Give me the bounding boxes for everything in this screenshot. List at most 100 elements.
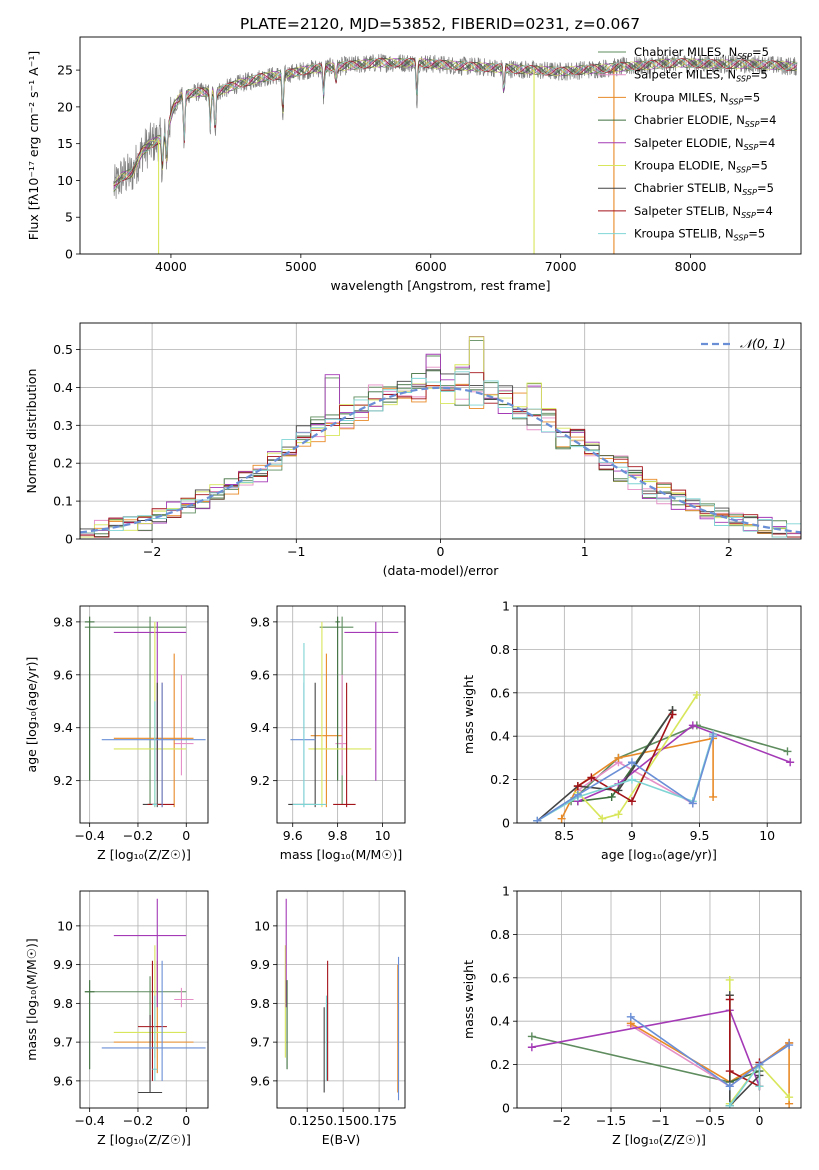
legend-n: N <box>725 227 734 241</box>
y-tick-label: 0.4 <box>490 1014 510 1029</box>
legend-entry: Kroupa ELODIE, NSSP=5 <box>634 159 768 175</box>
x-axis-label: Z [log₁₀(Z/Z☉)] <box>97 847 191 862</box>
mass-weight-marker <box>725 1067 734 1076</box>
legend-sub: SSP <box>736 166 751 175</box>
mass-weight-marker <box>688 799 697 808</box>
axes-frame <box>79 322 802 540</box>
x-tick-label: 0 <box>437 544 445 559</box>
legend-entry: Salpeter ELODIE, NSSP=4 <box>634 136 775 152</box>
legend-n: N <box>734 181 743 195</box>
mass-weight-series-line <box>577 724 791 803</box>
y-tick-label: 0.8 <box>490 927 510 942</box>
mass-weight-series-line <box>531 1009 761 1087</box>
y-tick-label: 9.9 <box>53 957 73 972</box>
plot-area <box>80 336 801 538</box>
y-tick-label: 9.8 <box>250 996 270 1011</box>
panel-residual_histogram: −2 −1 0 1 2 0 0.1 0.2 0.3 0.4 0.5 (data-model)/erro… <box>24 322 802 578</box>
y-tick-label: 0 <box>65 247 73 262</box>
x-tick-label: 0.175 <box>361 1113 397 1128</box>
panel-age_vs_mass: 9.6 9.8 10 9.2 9.4 9.6 9.8 mass [log₁₀(M/M☉)] <box>250 605 406 862</box>
x-tick-label: 6000 <box>415 259 447 274</box>
legend-eq: = <box>743 90 753 104</box>
legend-eq: = <box>758 136 768 150</box>
panel-age_vs_Z: −0.4 −0.2 0 9.2 9.4 9.6 9.8 Z [log₁₀(Z/Z☉)] age … <box>24 605 209 862</box>
model-spectrum-line <box>113 57 797 190</box>
x-tick-label: 1 <box>581 544 589 559</box>
legend-sep: , <box>729 113 736 127</box>
panel-massweight_vs_Z: −2 −1.5 −1 −0.5 0 0 0.2 0.4 0.6 0.8 1 Z [log₁₀(Z/Z☉… <box>461 884 802 1147</box>
axes-frame <box>516 890 802 1109</box>
mass-weight-marker <box>755 1082 764 1091</box>
y-tick-label: 0.4 <box>490 729 510 744</box>
axes-frame <box>79 605 209 824</box>
legend-nssp-value: 4 <box>769 113 776 127</box>
panel-spectrum: 4000 5000 6000 7000 8000 0 5 10 15 20 25 wavelength… <box>26 36 802 293</box>
legend-nssp-value: 5 <box>758 227 765 241</box>
legend-sub: SSP <box>736 75 751 84</box>
x-tick-label: 0.150 <box>325 1113 361 1128</box>
x-tick-label: 7000 <box>545 259 577 274</box>
y-tick-label: 0.4 <box>53 380 73 395</box>
x-tick-label: 2 <box>725 544 733 559</box>
y-tick-label: 0 <box>502 1101 510 1116</box>
x-tick-label: −0.2 <box>123 1113 153 1128</box>
axes-frame <box>79 890 209 1109</box>
y-tick-label: 9.6 <box>250 1073 270 1088</box>
legend-sub: SSP <box>737 52 752 61</box>
plot-area <box>527 975 794 1108</box>
mass-weight-series-line <box>536 709 674 822</box>
y-tick-label: 0.8 <box>490 642 510 657</box>
axes-frame <box>276 605 406 824</box>
legend-eq: = <box>751 68 761 82</box>
y-axis-label: Flux [fλ10⁻¹⁷ erg cm⁻² s⁻¹ A⁻¹] <box>26 51 41 240</box>
legend-sub: SSP <box>745 120 760 129</box>
mass-weight-marker <box>692 690 701 699</box>
legend-model-name: Chabrier MILES <box>634 45 721 59</box>
y-tick-label: 15 <box>57 136 73 151</box>
mass-weight-marker <box>557 814 566 823</box>
y-tick-label: 9.6 <box>53 1073 73 1088</box>
mass-weight-marker <box>709 732 718 741</box>
legend-sub: SSP <box>744 143 759 152</box>
x-tick-label: 8.5 <box>554 828 574 843</box>
y-tick-label: 10 <box>57 173 73 188</box>
mass-weight-marker <box>725 975 734 984</box>
panel-massweight_vs_age: 8.5 9 9.5 10 0 0.2 0.4 0.6 0.8 1 age [log₁₀(age/yr… <box>461 599 802 862</box>
mass-weight-marker <box>783 747 792 756</box>
x-axis-label: Z [log₁₀(Z/Z☉)] <box>97 1132 191 1147</box>
mass-weight-marker <box>573 782 582 791</box>
mass-weight-marker <box>725 995 734 1004</box>
y-tick-label: 9.2 <box>53 773 73 788</box>
x-axis-label: Z [log₁₀(Z/Z☉)] <box>612 1132 706 1147</box>
mass-weight-marker <box>607 792 616 801</box>
y-tick-label: 20 <box>57 99 73 114</box>
y-axis-label: age [log₁₀(age/yr)] <box>24 657 39 773</box>
legend-sub: SSP <box>734 234 749 243</box>
legend-sep: , <box>720 68 727 82</box>
legend-eq: = <box>748 227 758 241</box>
legend-model-name: Kroupa MILES <box>634 90 713 104</box>
x-tick-label: 0 <box>182 828 190 843</box>
x-tick-label: 8000 <box>675 259 707 274</box>
y-tick-label: 0.1 <box>53 494 73 509</box>
legend-entry: Chabrier ELODIE, NSSP=4 <box>634 113 776 129</box>
legend-model-name: Chabrier STELIB <box>634 181 726 195</box>
plot-area <box>284 898 400 1101</box>
x-tick-label: −0.4 <box>74 828 104 843</box>
x-tick-label: 0.125 <box>289 1113 325 1128</box>
x-tick-label: −2 <box>143 544 161 559</box>
legend-eq: = <box>751 159 761 173</box>
mass-weight-series-line <box>577 714 674 803</box>
legend-n: N <box>727 159 736 173</box>
legend-sub: SSP <box>742 188 757 197</box>
legend-sep: , <box>726 181 733 195</box>
y-tick-label: 9.6 <box>250 667 270 682</box>
y-tick-label: 0 <box>65 532 73 547</box>
mass-weight-marker <box>725 1101 734 1108</box>
axes-frame <box>276 890 406 1109</box>
legend-n: N <box>732 204 741 218</box>
legend-sep: , <box>728 136 735 150</box>
mass-weight-marker <box>587 773 596 782</box>
x-tick-label: −1 <box>651 1113 669 1128</box>
